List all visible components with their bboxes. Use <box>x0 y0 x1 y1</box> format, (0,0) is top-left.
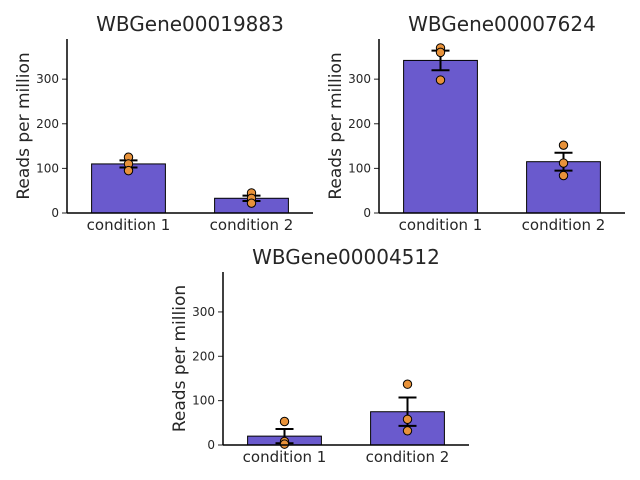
data-point <box>402 426 413 436</box>
data-point <box>435 47 446 58</box>
y-tick-label: 300 <box>348 72 371 86</box>
x-tick-label: condition 1 <box>399 216 483 234</box>
chart-panel-1: WBGene00019883 Reads per million 0 100 200 30… <box>14 12 313 234</box>
y-axis-label: Reads per million <box>170 285 190 432</box>
x-tick-label: condition 2 <box>366 448 450 466</box>
data-point <box>435 75 446 85</box>
chart-title: WBGene00007624 <box>408 12 596 36</box>
chart-panel-3: WBGene00004512 Reads per million 0 100 200 30… <box>170 245 469 466</box>
y-tick-label: 300 <box>192 305 215 319</box>
chart-title: WBGene00019883 <box>96 12 284 36</box>
data-point <box>558 170 569 181</box>
y-tick-label: 100 <box>36 161 59 175</box>
data-point <box>279 439 290 449</box>
y-tick-label: 200 <box>36 117 59 131</box>
y-tick-label: 200 <box>348 117 371 131</box>
data-point <box>558 140 569 150</box>
chart-title: WBGene00004512 <box>252 245 440 269</box>
data-point <box>123 165 134 176</box>
chart-panel-2: WBGene00007624 Reads per million 0 100 200 30… <box>326 12 625 234</box>
y-tick-label: 0 <box>51 206 59 220</box>
data-point <box>279 416 290 427</box>
data-point <box>402 379 413 389</box>
data-point <box>558 158 569 168</box>
y-tick-label: 300 <box>36 72 59 86</box>
x-tick-label: condition 2 <box>210 216 294 234</box>
data-point <box>402 414 413 424</box>
y-axis-label: Reads per million <box>326 52 346 199</box>
y-tick-label: 200 <box>192 349 215 363</box>
y-axis-label: Reads per million <box>14 52 34 199</box>
bar-1 <box>403 59 478 214</box>
x-tick-label: condition 1 <box>243 448 327 466</box>
y-tick-label: 0 <box>207 438 215 452</box>
y-tick-label: 100 <box>192 394 215 408</box>
x-tick-label: condition 1 <box>87 216 171 234</box>
x-tick-label: condition 2 <box>522 216 606 234</box>
data-point <box>246 198 257 208</box>
y-tick-label: 0 <box>363 206 371 220</box>
y-tick-label: 100 <box>348 161 371 175</box>
